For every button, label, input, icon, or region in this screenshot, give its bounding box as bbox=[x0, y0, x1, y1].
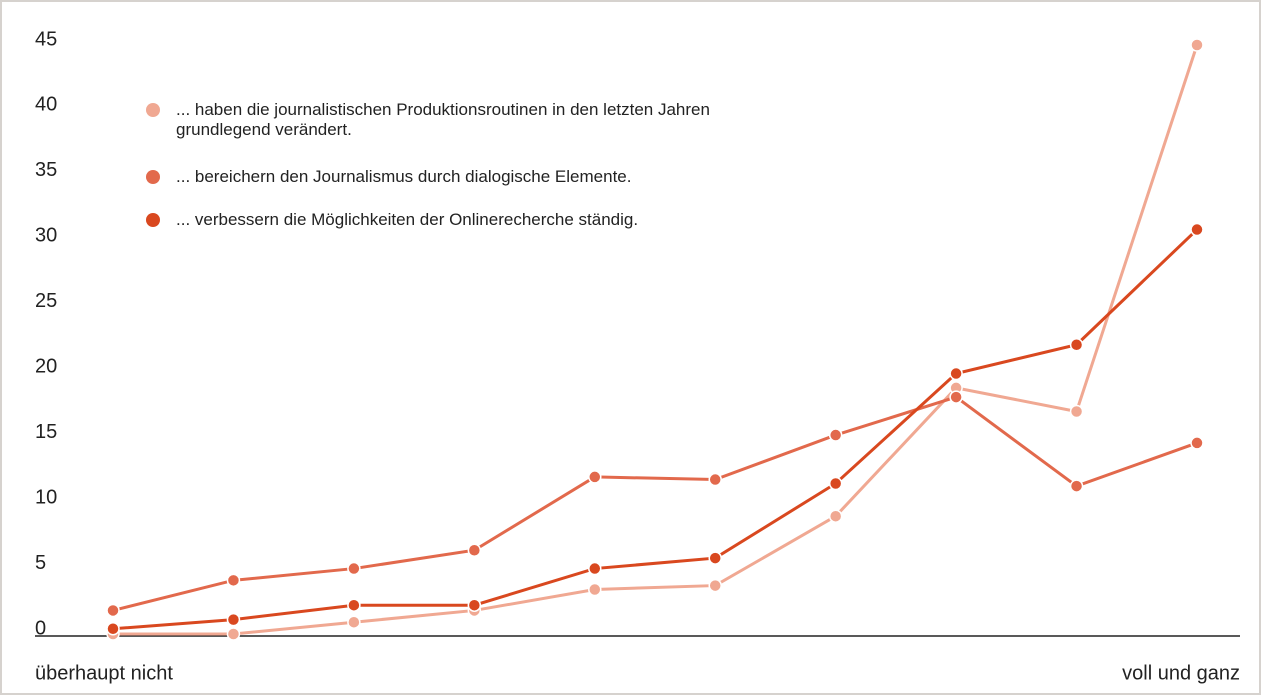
point bbox=[467, 543, 482, 557]
legend-item: ... haben die journalistischen Produktio… bbox=[142, 100, 822, 140]
point bbox=[708, 551, 722, 565]
point bbox=[588, 561, 602, 576]
legend-swatch bbox=[146, 103, 160, 117]
legend-item: ... bereichern den Journalismus durch di… bbox=[142, 167, 822, 187]
point bbox=[828, 428, 843, 442]
point bbox=[347, 598, 361, 612]
x-tick-label: überhaupt nicht bbox=[35, 662, 173, 684]
y-tick-label: 40 bbox=[35, 94, 57, 116]
point bbox=[949, 366, 963, 381]
y-tick-label: 25 bbox=[35, 290, 57, 312]
point bbox=[226, 627, 241, 641]
legend-label: ... verbessern die Möglichkeiten der Onl… bbox=[176, 210, 639, 229]
point bbox=[588, 470, 602, 484]
series-line bbox=[113, 44, 1199, 636]
y-tick-label: 45 bbox=[35, 28, 57, 50]
legend-item: ... verbessern die Möglichkeiten der Onl… bbox=[142, 210, 822, 230]
series-line bbox=[112, 395, 1198, 612]
y-tick-label: 10 bbox=[35, 486, 57, 508]
point bbox=[1190, 222, 1204, 237]
point bbox=[1069, 404, 1084, 419]
point bbox=[588, 582, 602, 597]
point bbox=[1190, 38, 1204, 52]
y-tick-label: 35 bbox=[35, 159, 57, 181]
point bbox=[1190, 436, 1204, 450]
point bbox=[1069, 337, 1084, 352]
point bbox=[106, 603, 120, 618]
point bbox=[347, 615, 361, 629]
legend-swatch bbox=[146, 170, 160, 184]
series-line bbox=[112, 228, 1199, 631]
point bbox=[226, 612, 241, 627]
point bbox=[828, 509, 843, 523]
y-tick-label: 20 bbox=[35, 356, 57, 378]
legend-label: ... haben die journalistischen Produktio… bbox=[176, 100, 710, 139]
y-tick-label: 30 bbox=[35, 225, 57, 247]
legend-label: ... bereichern den Journalismus durch di… bbox=[176, 167, 632, 186]
point bbox=[467, 598, 482, 612]
point bbox=[226, 573, 241, 588]
y-tick-label: 15 bbox=[35, 421, 57, 443]
legend-swatch bbox=[146, 213, 160, 227]
point bbox=[708, 578, 722, 593]
point bbox=[949, 390, 963, 404]
y-tick-label: 0 bbox=[35, 617, 46, 639]
point bbox=[828, 476, 843, 491]
y-tick-label: 5 bbox=[35, 552, 46, 574]
x-tick-label: voll und ganz bbox=[1122, 662, 1240, 684]
point bbox=[708, 472, 722, 487]
point bbox=[1069, 479, 1084, 493]
point bbox=[347, 561, 361, 576]
point bbox=[106, 622, 120, 636]
